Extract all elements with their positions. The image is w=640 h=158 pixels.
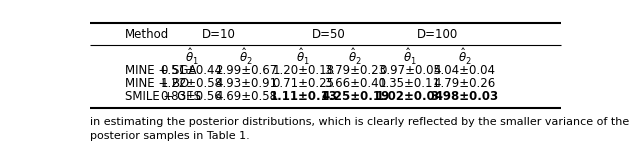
Text: in estimating the posterior distributions, which is clearly reflected by the sma: in estimating the posterior distribution… [90, 117, 629, 127]
Text: 0.51±0.44: 0.51±0.44 [161, 64, 223, 77]
Text: 4.79±0.26: 4.79±0.26 [433, 77, 495, 90]
Text: 4.93±0.91: 4.93±0.91 [215, 77, 277, 90]
Text: 1.11±0.13: 1.11±0.13 [269, 90, 337, 103]
Text: 1.20±0.18: 1.20±0.18 [272, 64, 334, 77]
Text: 1.35±0.11: 1.35±0.11 [379, 77, 441, 90]
Text: MINE + BO: MINE + BO [125, 77, 189, 90]
Text: 1.22±0.58: 1.22±0.58 [161, 77, 223, 90]
Text: 0.71±0.25: 0.71±0.25 [272, 77, 334, 90]
Text: 3.98±0.03: 3.98±0.03 [430, 90, 499, 103]
Text: posterior samples in Table 1.: posterior samples in Table 1. [90, 131, 250, 141]
Text: 0.97±0.05: 0.97±0.05 [379, 64, 441, 77]
Text: $\hat{\theta}_2$: $\hat{\theta}_2$ [348, 47, 362, 67]
Text: $\hat{\theta}_1$: $\hat{\theta}_1$ [296, 47, 310, 67]
Text: D=50: D=50 [312, 28, 346, 41]
Text: 2.99±0.67: 2.99±0.67 [215, 64, 277, 77]
Text: D=100: D=100 [417, 28, 458, 41]
Text: SMILE + GES: SMILE + GES [125, 90, 201, 103]
Text: 0.83±0.56: 0.83±0.56 [161, 90, 223, 103]
Text: 4.25±0.19: 4.25±0.19 [321, 90, 389, 103]
Text: $\hat{\theta}_2$: $\hat{\theta}_2$ [458, 47, 471, 67]
Text: MINE + SGA: MINE + SGA [125, 64, 196, 77]
Text: $\hat{\theta}_1$: $\hat{\theta}_1$ [185, 47, 198, 67]
Text: 4.69±0.58: 4.69±0.58 [215, 90, 277, 103]
Text: 3.79±0.23: 3.79±0.23 [324, 64, 387, 77]
Text: 3.66±0.40: 3.66±0.40 [324, 77, 387, 90]
Text: $\hat{\theta}_1$: $\hat{\theta}_1$ [403, 47, 417, 67]
Text: 4.04±0.04: 4.04±0.04 [433, 64, 495, 77]
Text: 1.02±0.04: 1.02±0.04 [376, 90, 444, 103]
Text: $\hat{\theta}_2$: $\hat{\theta}_2$ [239, 47, 253, 67]
Text: D=10: D=10 [202, 28, 236, 41]
Text: Method: Method [125, 28, 169, 41]
